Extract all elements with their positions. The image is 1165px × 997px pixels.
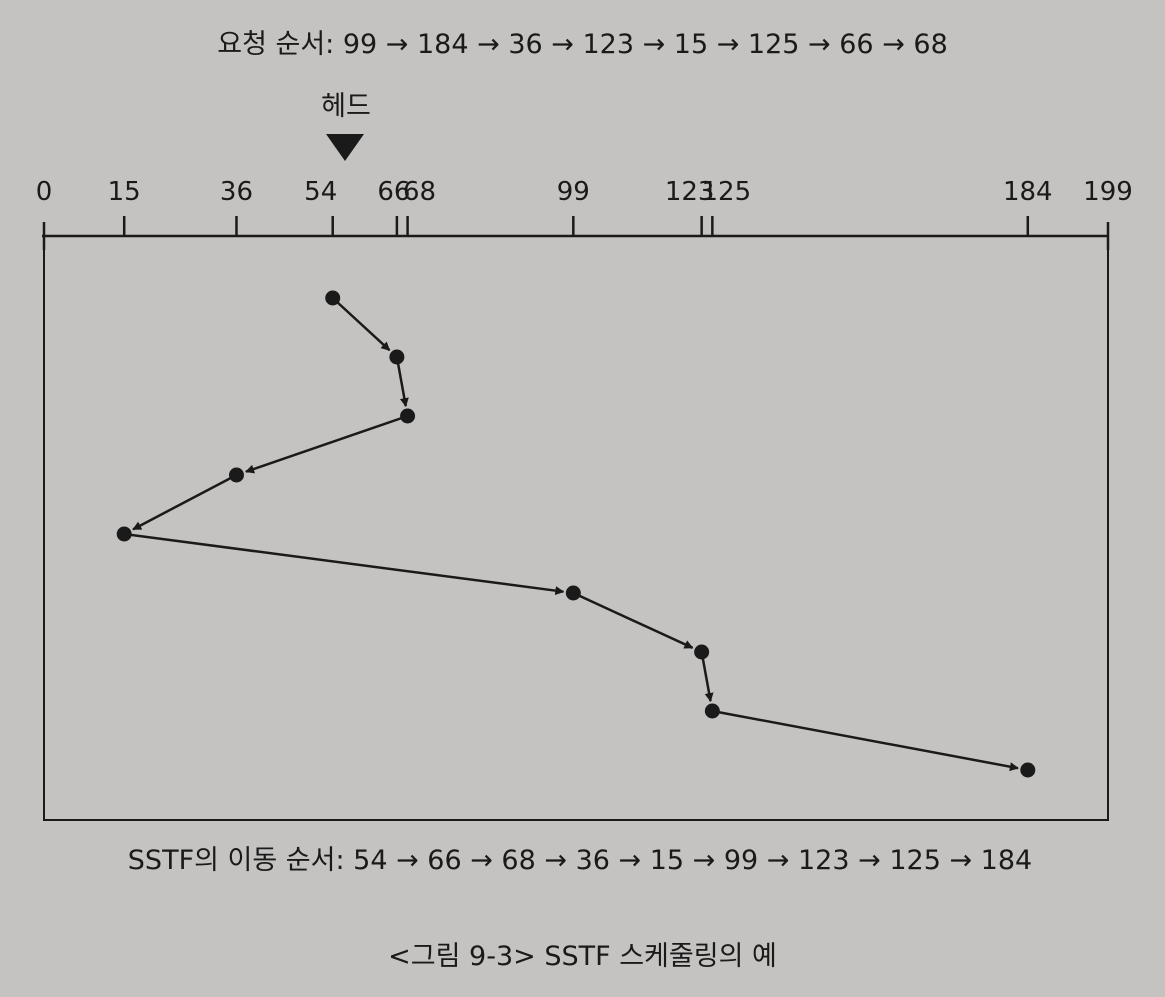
axis-tick-label-15: 15 [108, 177, 141, 207]
move-arrow-99-to-123 [572, 591, 694, 649]
seek-point-99 [565, 585, 581, 601]
sstf-order-text: SSTF의 이동 순서: 54 → 66 → 68 → 36 → 15 → 99… [127, 845, 1033, 876]
axis-tick-label-68: 68 [403, 177, 436, 207]
figure-caption: <그림 9-3> SSTF 스케줄링의 예 [388, 941, 777, 972]
seek-point-36 [228, 467, 244, 483]
axis-tick-label-99: 99 [557, 177, 590, 207]
seek-point-15 [116, 526, 132, 542]
axis-tick-label-66: 66 [377, 177, 410, 207]
move-arrow-54-to-66 [331, 297, 391, 352]
head-movements [124, 297, 1019, 772]
axis-tick-label-0: 0 [36, 177, 53, 207]
seek-point-68 [400, 408, 416, 424]
seek-point-125 [704, 703, 720, 719]
seek-point-54 [325, 290, 341, 306]
move-arrow-123-to-125 [700, 651, 714, 703]
axis-tick-label-54: 54 [304, 177, 337, 207]
axis-tick-label-36: 36 [220, 177, 253, 207]
move-arrow-36-to-15 [132, 473, 238, 531]
axis-tick-label-125: 125 [702, 177, 752, 207]
request-order-text: 요청 순서: 99 → 184 → 36 → 123 → 15 → 125 → … [217, 29, 948, 60]
seek-points [116, 290, 1036, 778]
seek-point-123 [694, 644, 710, 660]
axis-tick-label-184: 184 [1003, 177, 1053, 207]
head-label: 헤드 [321, 91, 371, 122]
axis-tick-label-199: 199 [1083, 177, 1133, 207]
move-arrow-125-to-184 [712, 709, 1019, 772]
plot-frame [43, 235, 1109, 821]
axis-tick-label-123: 123 [665, 177, 715, 207]
move-arrow-15-to-99 [124, 532, 565, 596]
axis-ticks [42, 216, 1110, 250]
seek-point-66 [389, 349, 405, 365]
head-pointer-icon [326, 134, 364, 161]
move-arrow-66-to-68 [395, 356, 409, 408]
seek-point-184 [1020, 762, 1036, 778]
move-arrow-68-to-36 [245, 414, 408, 474]
